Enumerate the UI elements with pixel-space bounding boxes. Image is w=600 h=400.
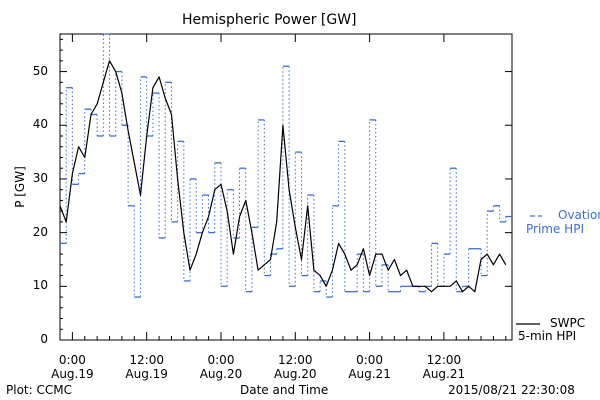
y-axis-label: P [GW] (13, 166, 27, 208)
x-tick-date-label: Aug.20 (199, 367, 243, 381)
series-1 (59, 60, 507, 293)
series-layer (59, 33, 512, 298)
legend-layer (516, 215, 542, 325)
legend-label-ovation: Ovation (558, 208, 600, 222)
legend-label-swpc: SWPC (550, 316, 586, 330)
x-tick-date-label: Aug.21 (422, 367, 466, 381)
x-tick-date-label: Aug.19 (125, 367, 168, 381)
plot-timestamp: 2015/08/21 22:30:08 (448, 383, 575, 397)
series-0 (60, 33, 512, 298)
y-tick-label: 10 (32, 278, 48, 293)
y-tick-label: 0 (40, 332, 48, 346)
plot-frame (59, 33, 513, 341)
x-tick-time-label: 0:00 (207, 353, 235, 367)
swpc-line (59, 60, 507, 293)
y-tick-label: 50 (32, 63, 48, 78)
y-tick-label: 30 (32, 170, 48, 185)
x-tick-time-label: 12:00 (277, 353, 313, 367)
x-tick-date-label: Aug.21 (348, 367, 391, 381)
x-tick-time-label: 12:00 (129, 353, 164, 367)
y-tick-label: 20 (32, 224, 48, 239)
x-axis-ticks (71, 34, 507, 340)
y-axis-ticks (60, 38, 512, 341)
x-tick-time-label: 0:00 (58, 353, 86, 367)
plot-credit: Plot: CCMC (6, 383, 72, 397)
x-tick-date-label: Aug.19 (51, 367, 94, 381)
x-axis-label: Date and Time (240, 383, 329, 397)
x-tick-time-label: 12:00 (426, 353, 462, 367)
chart-title: Hemispheric Power [GW] (182, 12, 357, 28)
x-tick-date-label: Aug.20 (274, 367, 317, 381)
x-tick-time-label: 0:00 (356, 353, 384, 367)
legend-label-ovation-2: Prime HPI (526, 222, 584, 236)
legend-label-swpc-2: 5-min HPI (518, 329, 577, 343)
y-tick-label: 40 (32, 117, 48, 132)
